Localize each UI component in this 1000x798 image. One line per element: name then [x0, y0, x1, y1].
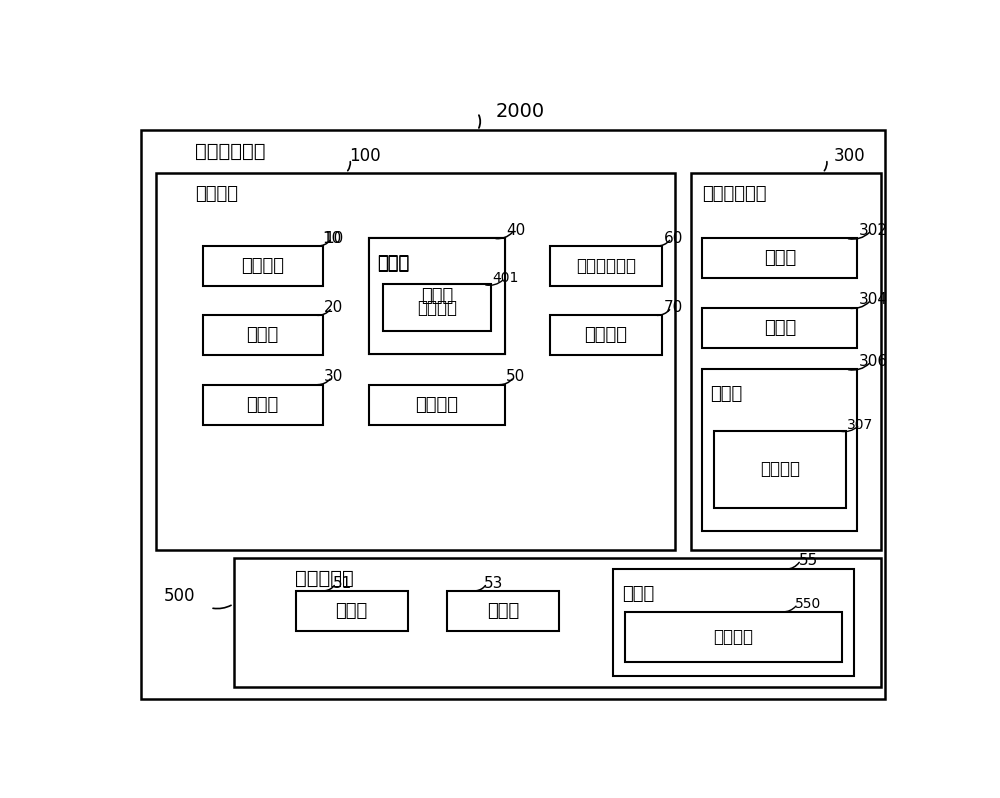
- Bar: [202, 246, 323, 286]
- Text: 50: 50: [506, 369, 526, 385]
- Bar: [202, 315, 323, 355]
- Bar: [234, 558, 881, 687]
- Text: 10: 10: [324, 231, 343, 246]
- Text: 302: 302: [859, 223, 888, 238]
- Text: 40: 40: [506, 223, 526, 238]
- Text: 304: 304: [859, 292, 888, 307]
- Text: 显示器: 显示器: [246, 396, 279, 413]
- Bar: [702, 239, 857, 279]
- Text: 测量模块: 测量模块: [241, 257, 284, 275]
- Text: 300: 300: [834, 147, 865, 165]
- Bar: [447, 591, 559, 631]
- Text: 10: 10: [323, 231, 342, 246]
- Bar: [691, 172, 881, 550]
- Text: 307: 307: [847, 417, 874, 432]
- Bar: [369, 385, 505, 425]
- Text: 存储器: 存储器: [623, 585, 655, 602]
- Bar: [296, 591, 408, 631]
- Text: 呼吸支持设备: 呼吸支持设备: [702, 185, 767, 203]
- Bar: [550, 246, 662, 286]
- Text: 显示器: 显示器: [487, 602, 519, 620]
- Text: 70: 70: [664, 300, 683, 315]
- Text: 处理器: 处理器: [246, 326, 279, 344]
- Bar: [383, 284, 491, 330]
- Text: 显示器: 显示器: [764, 318, 796, 337]
- Text: 提示模块: 提示模块: [415, 396, 458, 413]
- Bar: [702, 307, 857, 348]
- Text: 60: 60: [664, 231, 683, 246]
- Text: 20: 20: [324, 300, 343, 315]
- Text: 程序代码: 程序代码: [713, 628, 753, 646]
- Bar: [702, 369, 857, 531]
- Text: 处理器: 处理器: [764, 249, 796, 267]
- Text: 51: 51: [333, 575, 352, 591]
- Text: 存储器: 存储器: [377, 255, 409, 273]
- Text: 401: 401: [492, 271, 519, 285]
- Bar: [625, 611, 842, 662]
- Text: 500: 500: [164, 587, 195, 605]
- Bar: [202, 385, 323, 425]
- Bar: [550, 315, 662, 355]
- Text: 2000: 2000: [496, 101, 545, 120]
- Text: 30: 30: [324, 369, 344, 385]
- Text: 监护设备: 监护设备: [195, 185, 238, 203]
- Text: 呼吸监测系统: 呼吸监测系统: [195, 142, 265, 160]
- Bar: [714, 431, 846, 508]
- Text: 存储器: 存储器: [377, 254, 409, 271]
- Bar: [369, 239, 505, 354]
- Text: 306: 306: [859, 354, 888, 369]
- Text: 550: 550: [795, 597, 822, 611]
- Text: 100: 100: [349, 147, 381, 165]
- Text: 存储器: 存储器: [710, 385, 742, 402]
- Text: 程序代码: 程序代码: [417, 298, 457, 317]
- Bar: [369, 239, 505, 354]
- Text: 通信模块: 通信模块: [584, 326, 627, 344]
- Text: 55: 55: [799, 552, 818, 567]
- Text: 处理器: 处理器: [336, 602, 368, 620]
- Bar: [613, 569, 854, 676]
- Text: 存储器: 存储器: [421, 287, 453, 305]
- Text: 53: 53: [484, 575, 503, 591]
- Text: 第三方设备: 第三方设备: [296, 569, 354, 588]
- Text: 输入输出模块: 输入输出模块: [576, 257, 636, 275]
- Text: 程序代码: 程序代码: [760, 460, 800, 478]
- Bar: [156, 172, 675, 550]
